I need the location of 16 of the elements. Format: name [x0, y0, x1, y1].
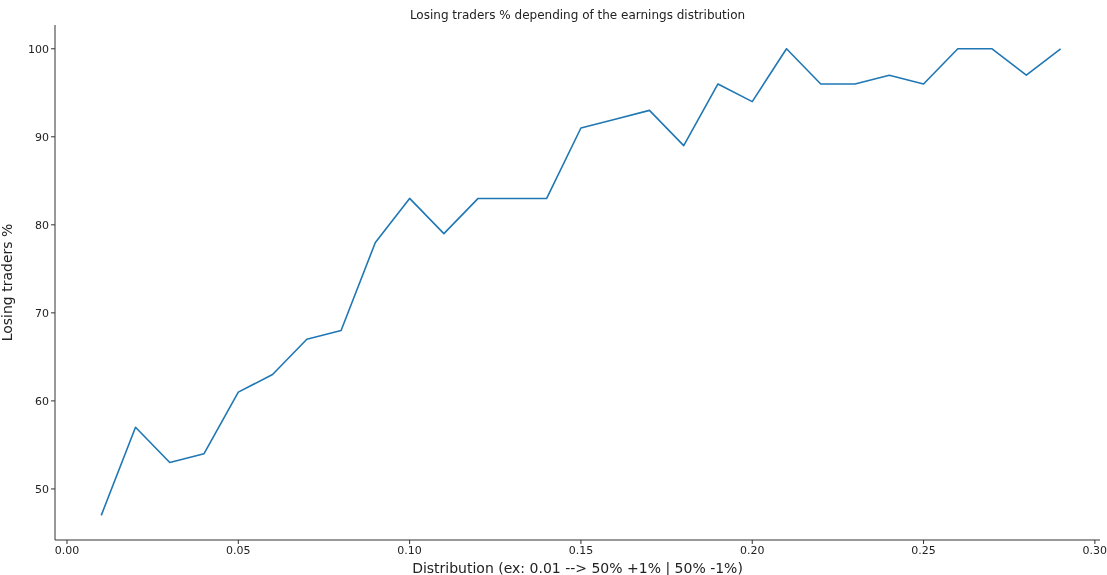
- y-tick-label: 70: [35, 306, 49, 320]
- x-tick-label: 0.25: [911, 543, 936, 557]
- x-tick-label: 0.05: [226, 543, 251, 557]
- y-tick-label: 90: [35, 130, 49, 144]
- y-tick-label: 60: [35, 394, 49, 408]
- x-tick-label: 0.10: [397, 543, 422, 557]
- x-tick-label: 0.20: [739, 543, 765, 557]
- y-axis-title: Losing traders %: [0, 223, 15, 342]
- x-tick-label: 0.00: [54, 543, 80, 557]
- y-tick-label: 50: [35, 482, 49, 496]
- line-series: [100, 47, 1062, 517]
- y-tick-label: 80: [35, 218, 49, 232]
- x-tick-label: 0.30: [1082, 543, 1107, 557]
- y-tick-label: 100: [28, 42, 49, 56]
- chart-title: Losing traders % depending of the earnings distribution: [408, 8, 747, 22]
- x-tick-label: 0.15: [568, 543, 594, 557]
